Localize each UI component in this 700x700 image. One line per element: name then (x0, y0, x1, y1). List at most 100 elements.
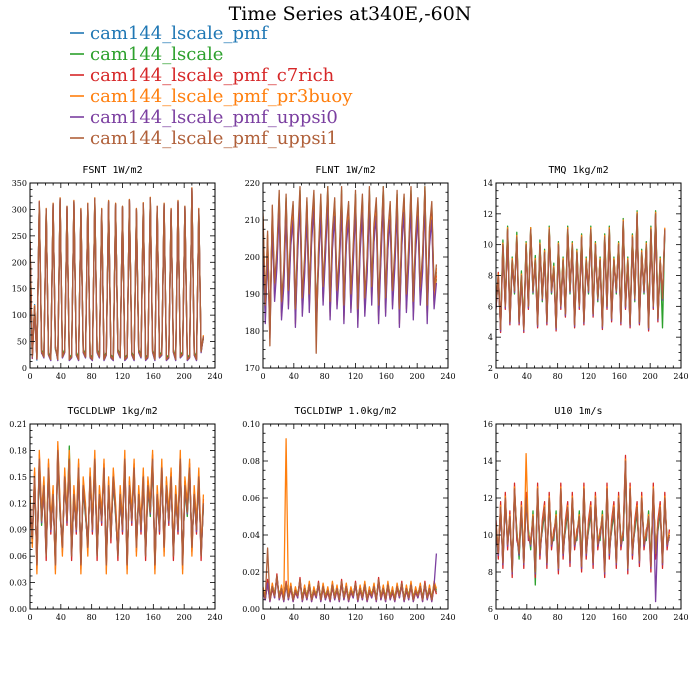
y-tick-label: 220 (245, 179, 260, 188)
x-tick-label: 200 (177, 613, 192, 622)
y-tick-label: 0.09 (9, 526, 27, 535)
x-tick-label: 120 (348, 613, 363, 622)
chart-panel: TGCLDIWP 1.0kg/m2 0 40 80 120 160 200 240 0.00 0.… (242, 406, 455, 622)
panel-title: FSNT 1W/m2 (82, 165, 142, 176)
figure-title: Time Series at340E,-60N (229, 3, 472, 25)
x-tick-label: 160 (379, 372, 394, 381)
y-tick-label: 0.04 (242, 531, 260, 540)
y-tick-label: 150 (12, 285, 27, 294)
series-group (263, 438, 438, 603)
x-tick-label: 40 (522, 372, 532, 381)
y-tick-label: 14 (483, 457, 493, 466)
x-tick-label: 240 (440, 372, 455, 381)
y-tick-label: 8 (488, 272, 493, 281)
x-tick-label: 80 (87, 372, 97, 381)
y-tick-label: 0 (22, 364, 27, 373)
series-line (263, 547, 438, 601)
x-tick-label: 0 (27, 372, 32, 381)
legend-label: cam144_lscale_pmf (90, 23, 269, 44)
legend-label: cam144_lscale_pmf_c7rich (90, 65, 335, 86)
series-group (496, 210, 666, 334)
series-group (496, 452, 671, 603)
y-tick-label: 12 (483, 494, 493, 503)
x-tick-label: 40 (56, 613, 66, 622)
legend-label: cam144_lscale_pmf_pr3buoy (90, 86, 353, 107)
legend-item: cam144_lscale_pmf_pr3buoy (70, 86, 353, 107)
y-tick-label: 8 (488, 568, 493, 577)
legend-label: cam144_lscale (90, 44, 223, 65)
chart-panel: FLNT 1W/m2 0 40 80 120 160 200 240 170 180 190 200 2… (245, 165, 456, 381)
x-tick-label: 0 (493, 613, 498, 622)
y-tick-label: 100 (12, 311, 27, 320)
y-tick-label: 10 (483, 531, 493, 540)
x-tick-label: 240 (207, 372, 222, 381)
x-tick-label: 0 (260, 613, 265, 622)
x-tick-label: 160 (612, 613, 627, 622)
x-tick-label: 80 (553, 372, 563, 381)
panel-title: TGCLDLWP 1kg/m2 (67, 406, 157, 417)
x-tick-label: 40 (56, 372, 66, 381)
x-tick-label: 160 (146, 372, 161, 381)
y-tick-label: 190 (245, 290, 260, 299)
x-tick-label: 120 (581, 613, 596, 622)
y-tick-label: 6 (488, 605, 493, 614)
series-line (30, 187, 205, 361)
y-tick-label: 0.06 (242, 494, 260, 503)
y-tick-label: 0.12 (9, 499, 27, 508)
series-line (263, 186, 438, 354)
x-tick-label: 80 (553, 613, 563, 622)
legend-label: cam144_lscale_pmf_uppsi1 (90, 128, 338, 149)
y-tick-label: 350 (12, 179, 27, 188)
x-tick-label: 160 (379, 613, 394, 622)
x-tick-label: 240 (673, 613, 688, 622)
x-tick-label: 0 (260, 372, 265, 381)
y-tick-label: 12 (483, 210, 493, 219)
x-tick-label: 40 (289, 613, 299, 622)
x-tick-label: 80 (87, 613, 97, 622)
y-tick-label: 0.21 (9, 420, 27, 429)
x-tick-label: 40 (522, 613, 532, 622)
y-tick-label: 0.15 (9, 473, 27, 482)
y-tick-label: 0.08 (242, 457, 260, 466)
x-tick-label: 200 (643, 372, 658, 381)
y-tick-label: 200 (12, 258, 27, 267)
chart-panel: TMQ 1kg/m2 0 40 80 120 160 200 240 2 4 6 8 10 12 14 (483, 165, 689, 381)
panel-grid: FSNT 1W/m20 40 80 120 160 200 2400501001502002… (9, 165, 688, 622)
x-tick-label: 240 (440, 613, 455, 622)
y-tick-label: 4 (488, 333, 493, 342)
x-tick-label: 240 (673, 372, 688, 381)
panel-title: FLNT 1W/m2 (315, 165, 375, 176)
y-tick-label: 300 (12, 205, 27, 214)
panel-title: TMQ 1kg/m2 (548, 165, 608, 176)
y-tick-label: 180 (245, 327, 260, 336)
y-tick-label: 0.06 (9, 552, 27, 561)
x-tick-label: 160 (146, 613, 161, 622)
x-tick-label: 200 (410, 372, 425, 381)
series-line (30, 449, 205, 566)
legend-item: cam144_lscale_pmf_c7rich (70, 65, 335, 86)
x-tick-label: 240 (207, 613, 222, 622)
chart-panel: TGCLDLWP 1kg/m2 0 40 80 120 160 200 240 0.00 0.03… (9, 406, 222, 622)
y-tick-label: 10 (483, 241, 493, 250)
y-tick-label: 14 (483, 179, 493, 188)
x-tick-label: 40 (289, 372, 299, 381)
x-tick-label: 160 (612, 372, 627, 381)
y-tick-label: 0.03 (9, 579, 27, 588)
x-tick-label: 80 (320, 613, 330, 622)
y-tick-label: 0.00 (242, 605, 260, 614)
y-tick-label: 0.10 (242, 420, 260, 429)
y-tick-label: 2 (488, 364, 493, 373)
series-line (263, 438, 438, 601)
legend-item: cam144_lscale (70, 44, 223, 65)
y-tick-label: 0.18 (9, 446, 27, 455)
x-tick-label: 200 (643, 613, 658, 622)
chart-panel: U10 1m/s 0 40 80 120 160 200 240 6 8 10 12 14 16 (483, 406, 689, 622)
y-tick-label: 250 (12, 232, 27, 241)
y-tick-label: 0.02 (242, 568, 260, 577)
series-line (496, 213, 666, 331)
x-tick-label: 120 (348, 372, 363, 381)
x-tick-label: 0 (27, 613, 32, 622)
legend-item: cam144_lscale_pmf_uppsi1 (70, 128, 338, 149)
x-tick-label: 120 (581, 372, 596, 381)
y-tick-label: 200 (245, 253, 260, 262)
